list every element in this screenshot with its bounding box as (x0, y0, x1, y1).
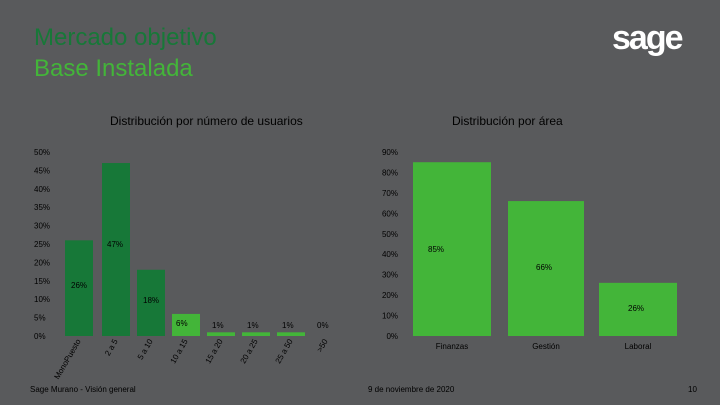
area-y-tick: 20% (382, 291, 398, 300)
users-x-tick: 20 a 25 (239, 337, 260, 365)
users-x-tick: 10 a 15 (169, 337, 190, 365)
users-y-tick: 0% (34, 332, 46, 341)
chart-users-title: Distribución por número de usuarios (110, 114, 303, 128)
users-x-tick: >50 (315, 337, 330, 354)
users-data-label: 6% (176, 319, 188, 328)
users-y-tick: 20% (34, 258, 50, 267)
users-y-tick: 25% (34, 240, 50, 249)
users-data-label: 47% (107, 240, 123, 249)
users-y-tick: 35% (34, 203, 50, 212)
area-bar (508, 201, 584, 336)
footer-date: 9 de noviembre de 2020 (368, 385, 455, 394)
area-y-tick: 0% (386, 332, 398, 341)
area-y-tick: 40% (382, 250, 398, 259)
users-y-tick: 10% (34, 295, 50, 304)
area-y-tick: 60% (382, 209, 398, 218)
users-x-tick: 25 a 50 (274, 337, 295, 365)
users-bar (137, 269, 165, 336)
users-data-label: 26% (71, 281, 87, 290)
area-bar (413, 162, 491, 336)
page-number: 10 (688, 385, 697, 394)
users-x-tick: 5 a 10 (136, 337, 155, 361)
area-x-tick: Gestión (532, 342, 560, 351)
users-data-label: 1% (212, 321, 224, 330)
chart-area-title: Distribución por área (452, 114, 563, 128)
users-y-tick: 15% (34, 277, 50, 286)
area-y-tick: 30% (382, 271, 398, 280)
users-x-tick: 2 a 5 (103, 337, 120, 357)
users-y-tick: 5% (34, 314, 46, 323)
users-bar (242, 332, 270, 336)
users-bar (172, 313, 200, 336)
area-y-tick: 70% (382, 189, 398, 198)
users-y-tick: 30% (34, 222, 50, 231)
area-y-tick: 80% (382, 168, 398, 177)
area-y-tick: 10% (382, 312, 398, 321)
sage-logo: sage (612, 19, 683, 57)
area-data-label: 26% (628, 304, 644, 313)
area-data-label: 66% (536, 263, 552, 272)
area-x-tick: Laboral (625, 342, 652, 351)
users-data-label: 1% (282, 321, 294, 330)
slide-title-line1: Mercado objetivo (34, 24, 217, 51)
users-data-label: 18% (143, 296, 159, 305)
users-y-tick: 40% (34, 185, 50, 194)
area-bar (599, 282, 677, 336)
users-x-tick: 15 a 20 (204, 337, 225, 365)
users-data-label: 0% (317, 321, 329, 330)
area-y-tick: 90% (382, 148, 398, 157)
users-data-label: 1% (247, 321, 259, 330)
users-y-tick: 45% (34, 166, 50, 175)
users-y-tick: 50% (34, 148, 50, 157)
users-bar (207, 332, 235, 336)
footer-presentation-name: Sage Murano - Visión general (30, 385, 136, 394)
slide-title-line2: Base Instalada (34, 55, 193, 82)
area-y-tick: 50% (382, 230, 398, 239)
users-bar (277, 332, 305, 336)
users-x-tick: MonoPuesto (52, 337, 83, 381)
area-data-label: 85% (428, 245, 444, 254)
users-bar (102, 163, 130, 336)
area-x-tick: Finanzas (436, 342, 468, 351)
users-bar (65, 240, 93, 336)
